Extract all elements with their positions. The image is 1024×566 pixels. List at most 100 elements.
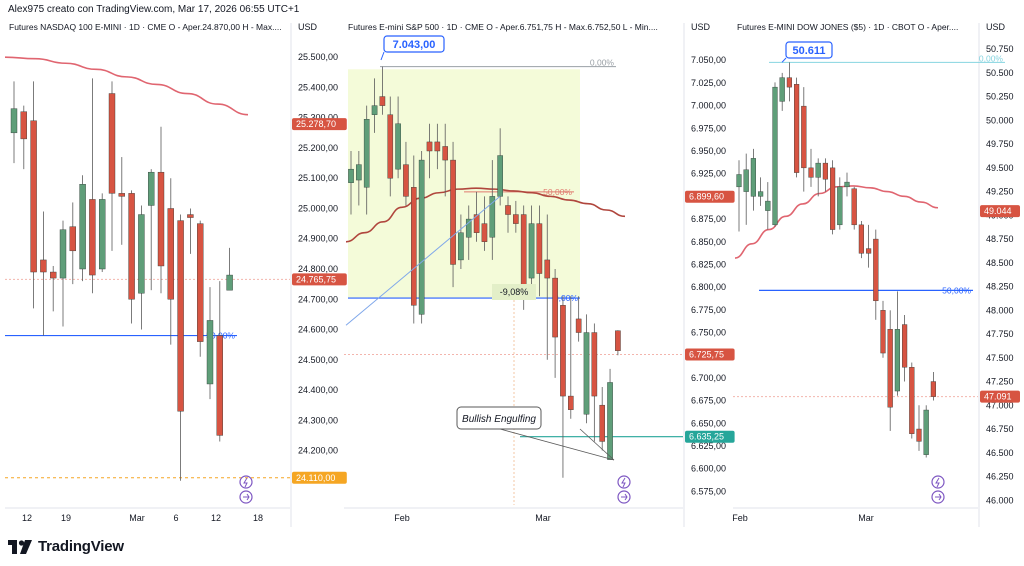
y-tick-label: 6.625,00 <box>691 441 726 451</box>
candle-body <box>387 114 394 179</box>
tradingview-logo-icon <box>8 539 32 554</box>
candle-body <box>736 174 742 188</box>
candle-body <box>615 330 621 351</box>
high-callout-pointer <box>781 57 787 63</box>
y-tick-label: 46.000 <box>986 495 1014 505</box>
x-tick-label: Mar <box>535 513 551 523</box>
candle-body <box>837 186 843 226</box>
candle-body <box>177 220 184 412</box>
candle-body <box>552 277 558 338</box>
chart-title: Futures E-mini S&P 500 · 1D · CME O - Ap… <box>348 22 658 32</box>
fib-level-label: 50,00% <box>942 285 971 295</box>
candle-body <box>902 324 908 368</box>
y-tick-label: 6.750,00 <box>691 328 726 338</box>
pattern-callout-pointer <box>579 428 615 461</box>
candle-body <box>79 184 86 270</box>
candle-body <box>473 214 480 233</box>
candle-body <box>40 259 47 273</box>
price-tag <box>292 118 347 131</box>
y-tick-label: 6.700,00 <box>691 373 726 383</box>
replay-icon <box>239 490 253 504</box>
chart-title: Futures E-MINI DOW JONES ($5) · 1D · CBO… <box>737 22 958 32</box>
chart-credit: Alex975 creato con TradingView.com, Mar … <box>8 4 300 15</box>
y-tick-label: 24.300,00 <box>298 415 338 425</box>
candle-body <box>434 141 441 152</box>
candle-body <box>808 167 814 178</box>
price-tag-label: 24.110,00 <box>296 473 335 483</box>
high-callout-box <box>785 41 833 59</box>
candle-body <box>916 428 922 442</box>
candle-body <box>442 146 449 161</box>
y-tick-label: 49.500 <box>986 163 1014 173</box>
candle-body <box>909 367 915 434</box>
trend-line <box>345 196 501 326</box>
candle-body <box>50 271 57 279</box>
y-tick-label: 24.200,00 <box>298 446 338 456</box>
y-tick-label: 25.200,00 <box>298 143 338 153</box>
candle-body <box>226 274 233 291</box>
flash-icon <box>617 475 631 489</box>
candle-body <box>59 229 67 279</box>
y-tick-label: 24.500,00 <box>298 355 338 365</box>
candle-body <box>743 169 749 192</box>
y-tick-label: 24.600,00 <box>298 325 338 335</box>
x-tick-label: 18 <box>253 513 263 523</box>
candle-body <box>157 171 165 267</box>
candle-body <box>371 105 378 115</box>
fib-level-label: 0,00% <box>979 53 1004 63</box>
candle-body <box>528 223 535 279</box>
candle-body <box>844 181 850 188</box>
candle-body <box>591 332 598 397</box>
candle-body <box>481 223 488 242</box>
candle-body <box>851 188 857 226</box>
y-tick-label: 24.900,00 <box>298 234 338 244</box>
candle-body <box>395 123 401 170</box>
pct-change-box <box>492 284 536 300</box>
candle-body <box>363 119 370 188</box>
chart-panel-2: Futures E-mini S&P 500 · 1D · CME O - Ap… <box>344 22 735 527</box>
candle-body <box>765 200 771 211</box>
candle-body <box>544 259 551 279</box>
candle-body <box>513 214 519 224</box>
candle-body <box>458 232 464 261</box>
candle-body <box>187 214 194 218</box>
candle-body <box>923 409 929 455</box>
candle-body <box>118 193 126 197</box>
high-callout-box <box>383 35 445 53</box>
pattern-callout-box <box>456 406 542 430</box>
dow-annotations: 50.611 <box>781 41 833 63</box>
y-tick-label: 25.400,00 <box>298 82 338 92</box>
replay-icon-arrow <box>243 493 250 501</box>
candle-body <box>786 77 793 88</box>
price-tag-label: 6.635,25 <box>689 432 724 442</box>
tradingview-brand[interactable]: TradingView <box>8 538 124 555</box>
pattern-callout-label: Bullish Engulfing <box>462 414 536 425</box>
replay-icon <box>617 490 631 504</box>
candle-body <box>426 141 433 152</box>
candle-body <box>69 226 77 252</box>
candle-body <box>560 305 566 397</box>
candle-body <box>880 310 886 354</box>
y-tick-label: 6.675,00 <box>691 396 726 406</box>
chart-canvas[interactable]: Futures NASDAQ 100 E-MINI · 1D · CME O -… <box>0 0 1024 530</box>
y-tick-label: 50.000 <box>986 115 1014 125</box>
flash-icon-bolt <box>935 477 940 488</box>
candle-body <box>801 105 807 169</box>
candle-body <box>20 111 27 140</box>
candle-body <box>866 248 872 254</box>
fib-level-label: 50,00% <box>543 187 572 197</box>
y-tick-label: 6.950,00 <box>691 146 726 156</box>
candle-body <box>887 329 893 408</box>
candle-body <box>894 329 901 392</box>
y-tick-label: 50.750 <box>986 44 1014 54</box>
price-tag-label: 25.278,70 <box>296 119 336 129</box>
y-tick-label: 48.250 <box>986 282 1014 292</box>
x-tick-label: 12 <box>211 513 221 523</box>
brand-name: TradingView <box>38 538 124 555</box>
axis-currency: USD <box>691 22 711 32</box>
high-callout-label: 50.611 <box>792 45 825 57</box>
candle-body <box>216 335 224 436</box>
moving-average-line <box>4 56 249 116</box>
candle-body <box>147 171 155 206</box>
candle-body <box>89 199 96 276</box>
